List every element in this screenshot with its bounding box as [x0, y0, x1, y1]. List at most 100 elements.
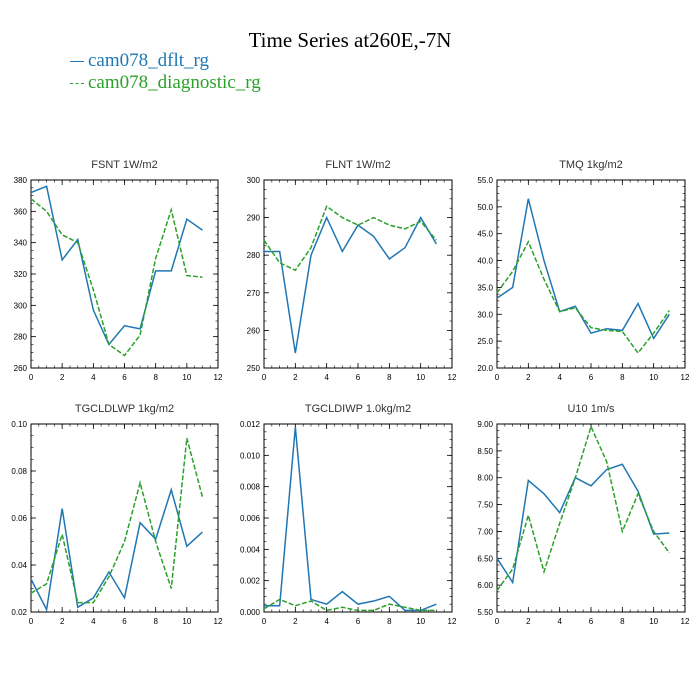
- y-tick-label: 0.08: [11, 467, 27, 476]
- panel-title: FLNT 1W/m2: [325, 159, 390, 171]
- y-tick-label: 9.00: [477, 420, 493, 429]
- y-tick-label: 35.0: [477, 283, 493, 292]
- x-tick-label: 10: [649, 373, 658, 382]
- y-tick-label: 7.50: [477, 501, 493, 510]
- panel-flnt: FLNT 1W/m2 0 2 4 6 8 10 12 250 260 270 280 290 300: [247, 159, 457, 382]
- plot-frame: [263, 423, 453, 613]
- y-tick-label: 340: [14, 239, 28, 248]
- y-tick-label: 5.50: [477, 608, 493, 617]
- series-line-diagnostic: [30, 437, 204, 604]
- panel-tgcldlwp: TGCLDLWP 1kg/m2 0 2 4 6 8 10 12 0.02 0.04 0.06 0.08…: [11, 403, 223, 626]
- x-tick-label: 4: [324, 373, 329, 382]
- x-tick-label: 0: [262, 373, 267, 382]
- x-tick-label: 0: [495, 617, 500, 626]
- x-tick-label: 4: [557, 373, 562, 382]
- panel-title: U10 1m/s: [567, 403, 615, 415]
- y-tick-label: 0.006: [240, 514, 261, 523]
- y-tick-label: 0.04: [11, 561, 27, 570]
- series-line-diagnostic: [496, 240, 670, 355]
- x-tick-label: 12: [448, 617, 457, 626]
- x-tick-label: 4: [557, 617, 562, 626]
- x-tick-label: 2: [526, 373, 531, 382]
- x-tick-label: 0: [29, 617, 34, 626]
- plot-frame: [263, 179, 453, 369]
- x-tick-label: 8: [620, 373, 625, 382]
- series-line-diagnostic: [496, 424, 670, 591]
- series-line-dflt: [264, 427, 437, 612]
- y-tick-label: 0.008: [240, 483, 261, 492]
- series-line-dflt: [30, 487, 203, 613]
- series-line-diagnostic: [263, 598, 437, 612]
- y-tick-label: 40.0: [477, 257, 493, 266]
- y-tick-label: 8.00: [477, 474, 493, 483]
- legend-entry-diagnostic: cam078_diagnostic_rg: [70, 72, 261, 94]
- x-tick-label: 6: [122, 373, 127, 382]
- series-line-diagnostic: [30, 198, 203, 357]
- legend-label-diagnostic: cam078_diagnostic_rg: [88, 72, 261, 93]
- x-tick-label: 2: [60, 373, 65, 382]
- y-tick-label: 8.50: [477, 447, 493, 456]
- x-tick-label: 2: [526, 617, 531, 626]
- x-tick-label: 4: [91, 617, 96, 626]
- x-tick-label: 6: [356, 373, 361, 382]
- y-tick-label: 20.0: [477, 364, 493, 373]
- y-tick-label: 260: [14, 364, 28, 373]
- y-tick-label: 0.002: [240, 577, 261, 586]
- panel-tgcldiwp: TGCLDIWP 1.0kg/m2 0 2 4 6 8 10 12 0.000 0.002 0.00…: [240, 403, 457, 626]
- plot-frame: [496, 423, 686, 613]
- x-tick-label: 12: [448, 373, 457, 382]
- x-tick-label: 10: [416, 373, 425, 382]
- panel-title: TMQ 1kg/m2: [559, 159, 623, 171]
- y-tick-label: 280: [14, 333, 28, 342]
- y-tick-label: 0.004: [240, 545, 261, 554]
- y-tick-label: 0.10: [11, 420, 27, 429]
- x-tick-label: 2: [60, 617, 65, 626]
- x-tick-label: 12: [214, 373, 223, 382]
- y-tick-label: 290: [247, 214, 261, 223]
- panel-title: TGCLDIWP 1.0kg/m2: [305, 403, 411, 415]
- plot-frame: [30, 179, 219, 369]
- series-line-dflt: [30, 185, 203, 346]
- x-tick-label: 6: [122, 617, 127, 626]
- y-tick-label: 270: [247, 289, 261, 298]
- page-title: Time Series at260E,-7N: [248, 28, 452, 52]
- legend-label-dflt: cam078_dflt_rg: [88, 50, 210, 71]
- x-tick-label: 12: [214, 617, 223, 626]
- panel-u10: U10 1m/s 0 2 4 6 8 10 12 5.50 6.00 6.50 7.00 7.50 8.0…: [477, 403, 690, 626]
- y-tick-label: 50.0: [477, 203, 493, 212]
- x-tick-label: 6: [589, 617, 594, 626]
- legend-line-diagnostic: [70, 83, 84, 85]
- x-tick-label: 2: [293, 373, 298, 382]
- x-tick-label: 0: [262, 617, 267, 626]
- y-tick-label: 45.0: [477, 230, 493, 239]
- y-tick-label: 0.012: [240, 420, 261, 429]
- x-tick-label: 4: [91, 373, 96, 382]
- y-tick-label: 6.50: [477, 554, 493, 563]
- x-tick-label: 6: [589, 373, 594, 382]
- x-tick-label: 10: [182, 617, 191, 626]
- y-tick-label: 260: [247, 326, 261, 335]
- y-tick-label: 7.00: [477, 527, 493, 536]
- x-tick-label: 6: [356, 617, 361, 626]
- y-tick-label: 55.0: [477, 176, 493, 185]
- x-tick-label: 2: [293, 617, 298, 626]
- y-tick-label: 300: [14, 301, 28, 310]
- x-tick-label: 8: [387, 617, 392, 626]
- y-tick-label: 0.06: [11, 514, 27, 523]
- y-tick-label: 25.0: [477, 337, 493, 346]
- legend-line-dflt: [70, 61, 84, 63]
- x-tick-label: 10: [416, 617, 425, 626]
- y-tick-label: 250: [247, 364, 261, 373]
- series-line-dflt: [264, 215, 437, 354]
- panel-tmq: TMQ 1kg/m2 0 2 4 6 8 10 12 20.0 25.0 30.0 35.0 40.0 4…: [477, 159, 690, 382]
- x-tick-label: 8: [620, 617, 625, 626]
- y-tick-label: 360: [14, 207, 28, 216]
- y-tick-label: 0.02: [11, 608, 27, 617]
- x-tick-label: 4: [324, 617, 329, 626]
- x-tick-label: 8: [387, 373, 392, 382]
- y-tick-label: 280: [247, 251, 261, 260]
- x-tick-label: 10: [182, 373, 191, 382]
- x-tick-label: 10: [649, 617, 658, 626]
- x-tick-label: 8: [153, 373, 158, 382]
